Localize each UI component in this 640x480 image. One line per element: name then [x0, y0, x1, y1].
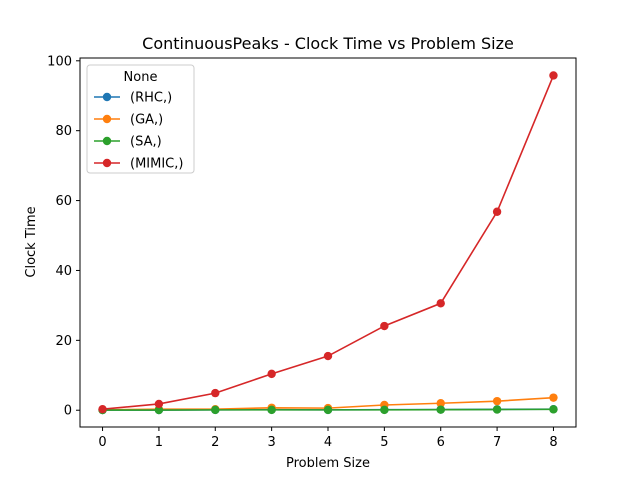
- data-point-sa: [267, 405, 276, 415]
- data-point-ga: [436, 399, 445, 408]
- data-point-ga: [549, 393, 558, 402]
- data-point-mimic: [549, 71, 558, 80]
- data-point-sa: [492, 405, 502, 414]
- data-point-mimic: [267, 369, 276, 379]
- y-axis-label: Clock Time: [24, 206, 39, 277]
- x-tick-label: 3: [267, 435, 275, 450]
- chart-title: ContinuousPeaks - Clock Time vs Problem …: [142, 34, 514, 53]
- data-point-sa: [380, 405, 389, 415]
- legend-label-mimic: (MIMIC,): [130, 157, 183, 172]
- x-tick-label: 7: [493, 435, 501, 450]
- data-point-mimic: [211, 388, 220, 398]
- x-tick-label: 5: [380, 435, 388, 450]
- data-point-sa: [436, 405, 445, 414]
- x-tick-label: 8: [549, 435, 557, 450]
- data-point-mimic: [154, 399, 164, 409]
- y-tick-label: 40: [55, 264, 72, 279]
- data-point-mimic: [492, 207, 502, 216]
- y-tick-label: 60: [55, 194, 72, 209]
- data-point-sa: [211, 405, 220, 415]
- x-tick-label: 2: [211, 435, 219, 450]
- data-point-mimic: [98, 404, 107, 414]
- data-point-sa: [549, 405, 558, 414]
- legend-box: [86, 64, 195, 174]
- x-axis-label: Problem Size: [286, 456, 370, 471]
- legend-marker-mimic: [102, 158, 112, 168]
- legend-marker-sa: [102, 136, 112, 146]
- x-tick-label: 1: [155, 435, 163, 450]
- legend: None (RHC,) (GA,) (SA,) (MIMIC,): [86, 64, 195, 174]
- data-point-sa: [323, 405, 333, 415]
- data-point-sa: [154, 405, 164, 415]
- legend-marker-ga: [102, 114, 112, 124]
- legend-marker-rhc: [102, 92, 112, 102]
- legend-label-sa: (SA,): [130, 135, 162, 150]
- y-tick-label: 100: [47, 54, 72, 69]
- data-point-ga: [492, 396, 502, 406]
- y-tick-label: 20: [55, 334, 72, 349]
- legend-label-ga: (GA,): [130, 113, 163, 128]
- x-tick-label: 4: [324, 435, 332, 450]
- y-tick-label: 0: [64, 404, 72, 419]
- legend-label-rhc: (RHC,): [130, 91, 172, 106]
- axes-frame: [79, 57, 577, 428]
- x-tick-label: 0: [98, 435, 106, 450]
- data-point-mimic: [436, 299, 445, 308]
- y-tick-label: 80: [55, 124, 72, 139]
- legend-title: None: [124, 70, 158, 85]
- x-tick-label: 6: [437, 435, 445, 450]
- data-point-mimic: [380, 321, 389, 331]
- data-point-mimic: [323, 351, 333, 361]
